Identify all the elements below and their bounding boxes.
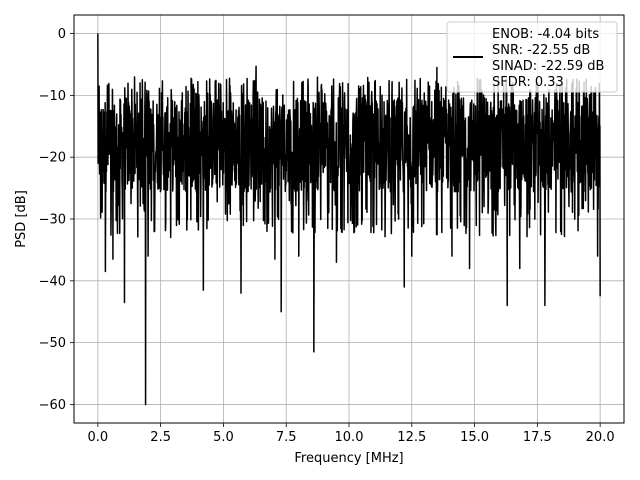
legend-sinad: SINAD: -22.59 dB xyxy=(492,59,604,74)
legend-enob: ENOB: -4.04 bits xyxy=(492,27,599,42)
x-axis-ticks: 0.0 2.5 5.0 7.5 10.0 12.5 15.0 17.5 20.0 xyxy=(88,423,615,445)
x-tick-label: 7.5 xyxy=(276,430,297,445)
x-tick-label: 0.0 xyxy=(88,430,109,445)
legend-box xyxy=(446,21,618,93)
x-tick-label: 12.5 xyxy=(397,430,426,445)
y-tick-label: −10 xyxy=(39,89,66,104)
y-tick-label: −50 xyxy=(39,336,66,351)
legend: ENOB: -4.04 bits SNR: -22.55 dB SINAD: -… xyxy=(446,21,618,93)
x-tick-label: 15.0 xyxy=(460,430,489,445)
legend-snr: SNR: -22.55 dB xyxy=(492,43,590,58)
x-tick-label: 10.0 xyxy=(335,430,364,445)
y-tick-label: −30 xyxy=(39,213,66,228)
y-axis-label: PSD [dB] xyxy=(14,190,29,248)
x-tick-label: 17.5 xyxy=(523,430,552,445)
y-tick-label: 0 xyxy=(58,27,66,42)
psd-series xyxy=(97,33,601,406)
x-tick-label: 5.0 xyxy=(213,430,234,445)
y-tick-label: −40 xyxy=(39,274,66,289)
y-tick-label: −20 xyxy=(39,151,66,166)
x-axis-label: Frequency [MHz] xyxy=(294,451,403,466)
legend-sfdr: SFDR: 0.33 xyxy=(492,75,564,90)
y-tick-label: −60 xyxy=(39,398,66,413)
psd-line xyxy=(97,33,601,406)
x-tick-label: 2.5 xyxy=(150,430,171,445)
y-axis-ticks: 0 −10 −20 −30 −40 −50 −60 xyxy=(39,27,74,413)
x-tick-label: 20.0 xyxy=(586,430,615,445)
